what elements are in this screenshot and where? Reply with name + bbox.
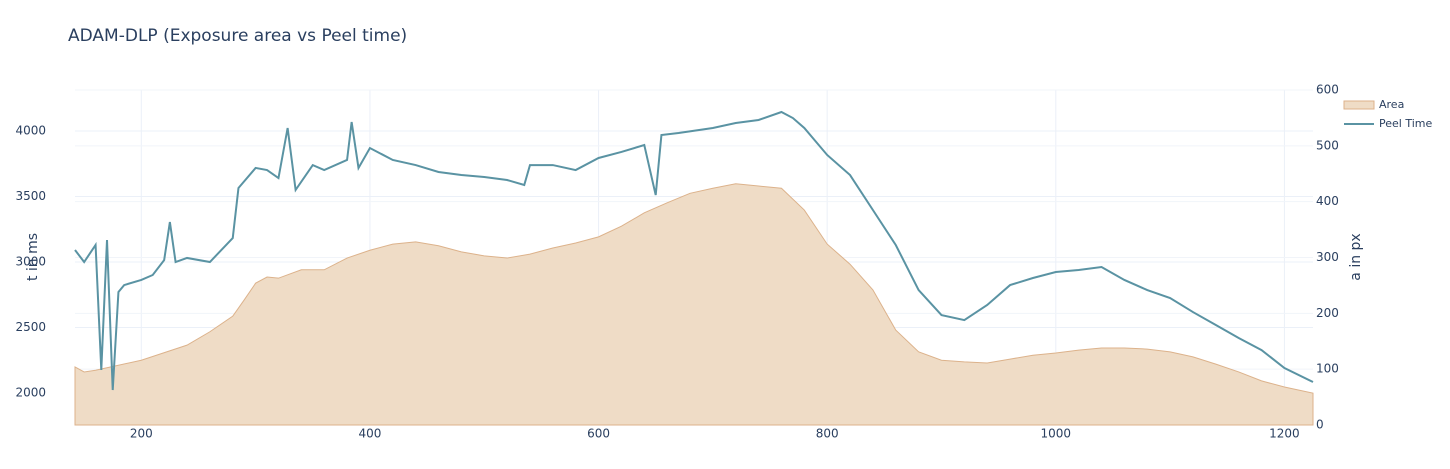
y2-tick-label: 600 (1316, 83, 1339, 97)
legend-swatch (1343, 100, 1375, 110)
y2-tick-label: 0 (1316, 418, 1324, 432)
legend-label: Area (1379, 98, 1404, 111)
x-tick-label: 800 (816, 427, 839, 441)
x-tick-label: 1000 (1041, 427, 1072, 441)
x-tick-label: 600 (587, 427, 610, 441)
x-tick-label: 1200 (1269, 427, 1300, 441)
y-tick-label: 3000 (15, 255, 46, 269)
y2-tick-label: 400 (1316, 194, 1339, 208)
y-tick-label: 3500 (15, 189, 46, 203)
chart-title: ADAM-DLP (Exposure area vs Peel time) (68, 26, 407, 46)
y2-tick-label: 100 (1316, 362, 1339, 376)
y2-tick-label: 300 (1316, 250, 1339, 264)
y-tick-label: 4000 (15, 124, 46, 138)
legend-label: Peel Time (1379, 117, 1432, 130)
y2-axis-title: a in px (1348, 233, 1364, 280)
y2-tick-label: 500 (1316, 138, 1339, 152)
y2-tick-label: 200 (1316, 306, 1339, 320)
area (74, 183, 1314, 426)
x-tick-label: 200 (130, 427, 153, 441)
y-tick-label: 2500 (15, 320, 46, 334)
y-tick-label: 2000 (15, 386, 46, 400)
line (74, 110, 1314, 391)
y-axis-title: t in ms (25, 233, 41, 281)
x-tick-label: 400 (358, 427, 381, 441)
